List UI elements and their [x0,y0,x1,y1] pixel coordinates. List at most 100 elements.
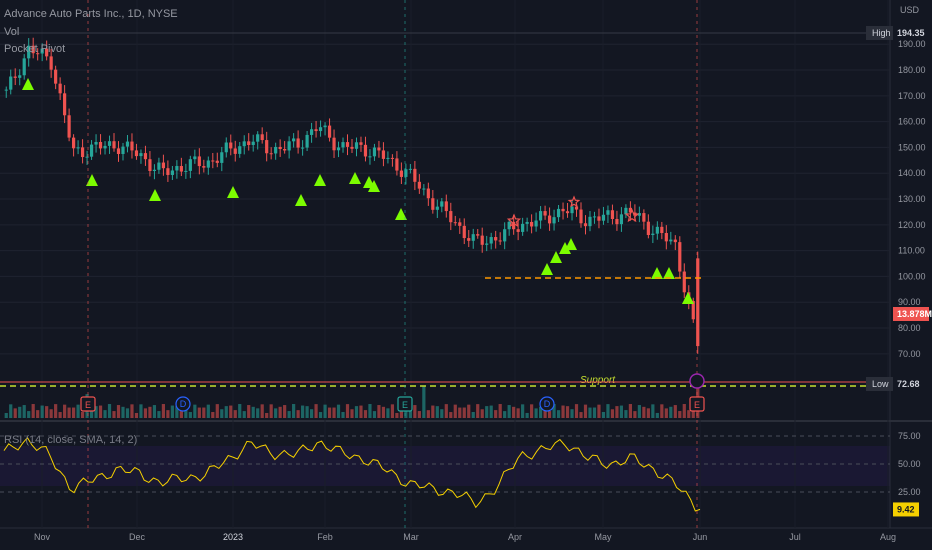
low-badge-label: Low [872,379,889,389]
volume-bar [274,408,278,418]
volume-bar [4,413,8,418]
volume-bar [22,405,26,418]
volume-bar [467,404,471,418]
candle-body [143,153,148,160]
candle-body [260,134,264,141]
candle-body [98,141,103,149]
time-tick-label: Apr [508,532,522,542]
candle-body [530,221,534,227]
candle-body [130,141,134,151]
rsi-tick-label: 50.00 [898,459,921,469]
pocket-pivot-triangle [22,78,34,90]
candle-body [296,138,300,148]
support-label: Support [580,375,616,386]
candle-body [49,56,53,70]
candle-body [197,156,201,167]
volume-bar [538,406,543,418]
candle-body [426,188,430,199]
volume-bar [327,407,332,418]
candle-body [350,146,354,149]
volume-bar [238,404,242,418]
candle-body [363,144,368,157]
volume-bar [314,404,318,418]
volume-bar [565,406,570,418]
volume-bar [444,404,448,418]
volume-bar [660,404,664,418]
volume-bar [67,407,71,418]
candle-body [489,237,493,244]
volume-bar [58,412,62,418]
candle-body [377,147,381,151]
candle-body [18,75,22,78]
star-marker [506,213,522,228]
candle-body [116,148,121,154]
candle-body [565,211,570,214]
volume-bar [579,412,583,418]
volume-bar [583,404,588,418]
dividend-marker-label: D [544,399,551,409]
volume-bar [476,404,480,418]
volume-bar [103,410,107,418]
volume-bar [175,406,179,418]
volume-bar [36,410,40,418]
price-tick-label: 140.00 [898,168,926,178]
time-tick-label: Nov [34,532,51,542]
low-badge-value: 72.68 [897,379,920,389]
candle-body [54,69,58,84]
candle-body [121,146,125,154]
volume-bar [431,405,435,418]
symbol-title: Advance Auto Parts Inc., 1D, NYSE [4,8,178,20]
volume-bar [13,408,17,418]
candle-body [211,160,215,162]
candle-body [175,166,179,171]
volume-bar [309,409,314,418]
candle-body [615,218,619,225]
candle-body [678,242,682,272]
volume-bar [543,405,547,418]
price-tick-label: 70.00 [898,349,921,359]
candle-body [696,258,700,347]
volume-bar [130,404,134,418]
volume-bar [503,411,507,418]
candle-body [390,157,395,159]
candle-body [40,48,44,54]
volume-bar [161,404,166,418]
candle-body [206,160,210,168]
candle-body [480,235,484,245]
candle-body [193,156,197,160]
volume-bar [408,406,412,418]
volume-bar [296,410,300,418]
candle-body [229,142,233,149]
candle-body [58,83,62,94]
volume-legend: Vol [4,26,20,38]
volume-bar [458,407,462,418]
volume-bar [265,412,269,418]
volume-bar [525,412,529,418]
volume-bar [45,406,49,418]
candle-body [485,243,489,245]
volume-bar [220,409,224,418]
candle-body [624,207,628,215]
currency-label: USD [900,5,920,15]
earnings-marker-box [80,396,96,412]
candle-body [395,158,399,171]
candle-body [139,153,143,157]
candle-body [404,169,408,177]
volume-bar [390,404,395,418]
volume-bar [80,412,85,418]
rsi-layer [0,435,890,512]
pocket-pivot-triangle [550,251,562,263]
dividend-marker-circle [175,396,191,412]
volume-bar [673,405,677,418]
candle-body [125,141,130,147]
candle-body [417,181,421,189]
volume-bar [530,404,534,418]
volume-bar [269,404,273,418]
candle-body [22,58,26,76]
volume-bar [256,408,260,418]
candle-body [538,211,543,221]
volume-bar [386,408,390,418]
volume-bar [345,404,350,418]
volume-bar [31,404,35,418]
